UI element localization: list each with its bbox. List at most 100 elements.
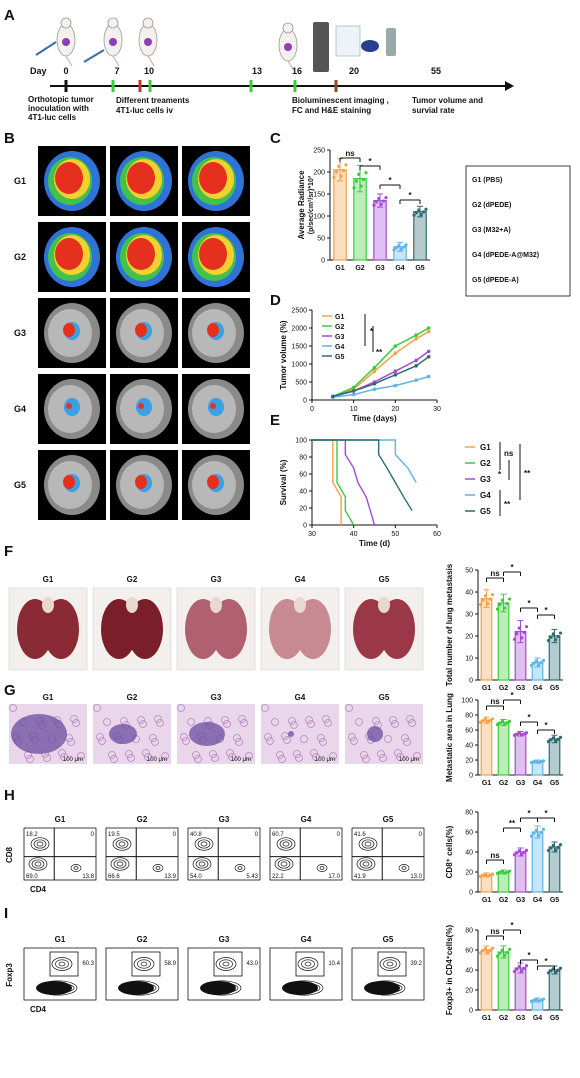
data-point-G4	[532, 831, 536, 835]
y-tick-label: 2000	[291, 326, 307, 333]
bli-signal	[136, 398, 152, 416]
data-point-G5	[549, 635, 553, 639]
mouse-head	[142, 17, 154, 29]
flow-contour	[116, 861, 124, 867]
x-tick-label: G5	[550, 685, 559, 692]
data-point-G5	[556, 737, 560, 741]
mouse-tumor	[109, 38, 117, 46]
he-alveoli	[283, 736, 291, 744]
data-point-G1	[486, 602, 490, 606]
legend-label: G2	[480, 459, 491, 468]
x-tick-label: G1	[482, 897, 491, 904]
x-tick-label: G4	[533, 780, 542, 787]
panel-i-label: G4	[301, 935, 312, 944]
flow-dense	[282, 981, 318, 995]
legend-label: G2	[335, 324, 344, 331]
bar-G5	[548, 969, 561, 1011]
he-alveoli	[211, 754, 219, 762]
y-tick-label: 30	[465, 612, 473, 619]
he-alveoli	[413, 752, 421, 760]
x-tick-label: G2	[499, 780, 508, 787]
he-alveoli	[290, 721, 298, 729]
panel-b-row-label: G4	[14, 404, 26, 414]
data-point-G4	[397, 243, 401, 247]
legend-label: G3	[480, 475, 491, 484]
data-point-G4	[532, 661, 536, 665]
fc-plot-icon	[335, 25, 361, 57]
data-point-G3	[520, 636, 524, 640]
x-tick-label: 60	[433, 531, 441, 538]
data-point-G2	[495, 723, 500, 727]
legend-label: G1	[480, 443, 491, 452]
data-point-G4	[537, 833, 541, 838]
legend-entry: G1 (PBS)	[472, 177, 502, 184]
bar-G1	[480, 719, 493, 776]
mouse-head	[107, 17, 119, 29]
panel-letter-E: E	[270, 412, 280, 429]
y-tick-label: 60	[465, 948, 473, 955]
data-point-G3	[524, 848, 529, 852]
flow-contour	[113, 859, 127, 869]
y-tick-label: 0	[469, 773, 473, 780]
quadrant-value: 18.2	[26, 832, 38, 838]
flow-contour	[120, 980, 160, 996]
flow-contour	[219, 959, 233, 969]
he-alveoli	[177, 704, 185, 712]
x-tick-label: 10	[350, 406, 358, 413]
y-tick-label: 20	[465, 634, 473, 641]
he-alveoli	[142, 749, 150, 757]
data-point-G4	[541, 658, 546, 663]
sig-label: ns	[490, 569, 500, 578]
he-alveoli	[151, 738, 159, 746]
he-alveoli	[319, 738, 327, 746]
x-tick-label: 50	[391, 531, 399, 538]
lung-lobe	[185, 599, 221, 659]
data-point-G3	[520, 852, 524, 856]
data-point-G3	[515, 732, 519, 736]
mouse-tumor	[62, 38, 70, 46]
sig-label: ns	[490, 697, 500, 706]
he-alveoli	[389, 716, 397, 724]
legend-label: G4	[480, 491, 491, 500]
he-alveoli	[288, 717, 296, 725]
series-line-G2	[332, 327, 430, 398]
timeline-day-13: 13	[252, 66, 262, 76]
flow-contour	[304, 961, 312, 967]
series-point-G2	[372, 365, 377, 370]
flow-contour	[297, 957, 319, 971]
data-point-G1	[342, 168, 346, 173]
data-point-G3	[515, 851, 519, 855]
he-alveoli	[278, 755, 286, 763]
he-alveoli	[300, 735, 308, 743]
bli-hot	[55, 238, 83, 270]
timeline-tick	[138, 80, 142, 92]
lung-lobe	[127, 599, 163, 659]
data-point-G5	[554, 739, 558, 743]
flow-contour	[197, 839, 211, 849]
he-alveoli	[233, 734, 241, 742]
series-point-G2	[414, 333, 418, 338]
data-point-G5	[422, 210, 426, 214]
flow-contour	[137, 959, 151, 969]
data-point-G1	[332, 175, 336, 180]
flow-contour	[30, 837, 50, 851]
syringe-icon	[83, 49, 105, 63]
data-point-G5	[554, 638, 558, 642]
flow-contour	[133, 957, 155, 971]
timeline-tick	[111, 80, 115, 92]
flow-contour	[379, 957, 401, 971]
data-point-G1	[337, 164, 341, 168]
bar-G1	[333, 169, 347, 261]
bar-G1	[480, 874, 493, 893]
y-tick-label: 80	[299, 455, 307, 462]
sig-label: **	[524, 469, 531, 478]
sig-label: *	[510, 921, 514, 930]
data-point-G3	[522, 732, 526, 736]
flow-contour	[123, 982, 157, 994]
he-alveoli	[377, 750, 385, 758]
data-point-G4	[537, 760, 541, 764]
data-point-G5	[412, 213, 416, 217]
data-point-G4	[539, 661, 543, 665]
flow-contour	[36, 841, 44, 847]
mouse-icon	[56, 17, 76, 67]
